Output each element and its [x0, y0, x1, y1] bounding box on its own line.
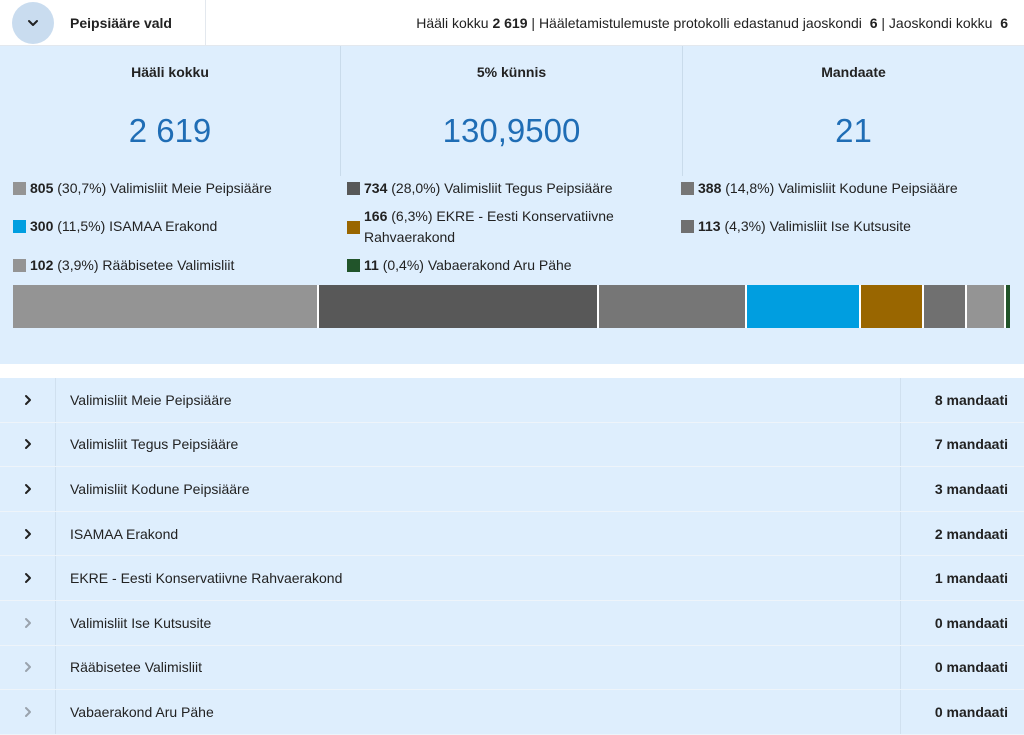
expand-toggle[interactable] [0, 422, 56, 467]
protocols-label: Hääletamistulemuste protokolli edastanud… [538, 15, 862, 31]
header-stats: Hääli kokku 2 619 | Hääletamistulemuste … [416, 0, 1008, 46]
votes-label: Hääli kokku [416, 15, 489, 31]
kpi-mandates: Mandaate 21 [682, 46, 1024, 176]
chevron-right-icon [24, 573, 31, 584]
protocols-value: 6 [869, 15, 878, 31]
legend-text: 102 (3,9%) Rääbisetee Valimisliit [30, 257, 235, 273]
chevron-down-icon [28, 20, 38, 26]
chevron-right-icon [24, 439, 31, 450]
seat-count: 1 mandaati [900, 556, 1024, 600]
seat-count: 8 mandaati [900, 378, 1024, 422]
kpi-value: 2 619 [128, 112, 212, 149]
legend-text: 734 (28,0%) Valimisliit Tegus Peipsiääre [364, 180, 613, 196]
party-name: Valimisliit Kodune Peipsiääre [70, 480, 250, 497]
legend-item: 102 (3,9%) Rääbisetee Valimisliit [13, 255, 234, 276]
expand-toggle[interactable] [0, 690, 56, 734]
party-name: Valimisliit Ise Kutsusite [70, 614, 212, 631]
seat-count: 0 mandaati [900, 690, 1024, 734]
party-name: Vabaerakond Aru Pähe [70, 703, 214, 720]
legend-swatch [347, 259, 360, 272]
kpi-total-votes: Hääli kokku 2 619 [0, 46, 340, 176]
legend-item: 388 (14,8%) Valimisliit Kodune Peipsiäär… [681, 178, 958, 199]
party-name: Valimisliit Meie Peipsiääre [70, 391, 232, 408]
legend-item: 805 (30,7%) Valimisliit Meie Peipsiääre [13, 178, 272, 199]
bar-segment [13, 285, 320, 328]
legend-swatch [13, 182, 26, 195]
expand-toggle[interactable] [0, 556, 56, 600]
expand-toggle[interactable] [0, 467, 56, 511]
legend-swatch [681, 182, 694, 195]
legend-swatch [681, 220, 694, 233]
party-name: ISAMAA Erakond [70, 525, 179, 542]
legend-item: 166 (6,3%) EKRE - Eesti Konservatiivne R… [347, 206, 647, 248]
party-row[interactable]: EKRE - Eesti Konservatiivne Rahvaerakond… [0, 556, 1024, 601]
districts-value: 6 [1000, 15, 1008, 31]
results-list: Valimisliit Meie Peipsiääre 8 mandaati Val… [0, 378, 1024, 735]
bar-segment [966, 285, 1006, 328]
chevron-right-icon [24, 394, 31, 405]
chevron-right-icon [24, 617, 31, 628]
party-row[interactable]: Vabaerakond Aru Pähe 0 mandaati [0, 690, 1024, 735]
kpi-label: Hääli kokku [131, 64, 209, 80]
bar-segment [860, 285, 924, 328]
bar-segment [598, 285, 747, 328]
legend-swatch [13, 220, 26, 233]
seat-count: 7 mandaati [900, 422, 1024, 467]
separator: | [881, 15, 886, 31]
kpi-label: Mandaate [821, 64, 886, 80]
separator: | [531, 15, 536, 31]
party-row[interactable]: Valimisliit Ise Kutsusite 0 mandaati [0, 600, 1024, 646]
kpi-value: 21 [835, 112, 872, 149]
collapse-button[interactable] [12, 2, 54, 44]
seat-count: 3 mandaati [900, 467, 1024, 511]
districts-label: Jaoskondi kokku [888, 15, 993, 31]
party-row[interactable]: Rääbisetee Valimisliit 0 mandaati [0, 645, 1024, 691]
legend-swatch [347, 221, 360, 234]
expand-toggle[interactable] [0, 645, 56, 690]
vote-share-bar [13, 285, 1010, 328]
legend-item: 734 (28,0%) Valimisliit Tegus Peipsiääre [347, 178, 613, 199]
legend-text: 300 (11,5%) ISAMAA Erakond [30, 218, 218, 234]
chevron-right-icon [24, 706, 31, 717]
party-name: EKRE - Eesti Konservatiivne Rahvaerakond [70, 570, 343, 587]
legend-item: 11 (0,4%) Vabaerakond Aru Pähe [347, 255, 572, 276]
kpi-value: 130,9500 [442, 112, 581, 149]
bar-segment [319, 285, 599, 328]
party-row[interactable]: Valimisliit Kodune Peipsiääre 3 mandaati [0, 467, 1024, 512]
legend-text: 113 (4,3%) Valimisliit Ise Kutsusite [698, 218, 911, 234]
legend-text: 805 (30,7%) Valimisliit Meie Peipsiääre [30, 180, 272, 196]
party-name: Rääbisetee Valimisliit [70, 659, 203, 676]
chevron-right-icon [24, 528, 31, 539]
kpi-threshold: 5% künnis 130,9500 [340, 46, 682, 176]
legend-item: 113 (4,3%) Valimisliit Ise Kutsusite [681, 216, 911, 237]
bar-segment [746, 285, 861, 328]
expand-toggle[interactable] [0, 378, 56, 422]
party-row[interactable]: Valimisliit Meie Peipsiääre 8 mandaati [0, 378, 1024, 423]
summary-panel: Hääli kokku 2 619 5% künnis 130,9500 Man… [0, 46, 1024, 364]
seat-count: 0 mandaati [900, 645, 1024, 690]
bar-segment [923, 285, 967, 328]
legend-swatch [347, 182, 360, 195]
party-row[interactable]: ISAMAA Erakond 2 mandaati [0, 511, 1024, 557]
expand-toggle[interactable] [0, 600, 56, 645]
region-header: Peipsiääre vald Hääli kokku 2 619 | Hääl… [0, 0, 1024, 46]
party-name: Valimisliit Tegus Peipsiääre [70, 436, 239, 453]
legend-text: 166 (6,3%) EKRE - Eesti Konservatiivne R… [364, 208, 614, 245]
region-title: Peipsiääre vald [56, 0, 206, 46]
legend-swatch [13, 259, 26, 272]
kpi-label: 5% künnis [476, 64, 547, 80]
bar-segment [1005, 285, 1010, 328]
chevron-right-icon [24, 662, 31, 673]
seat-count: 0 mandaati [900, 600, 1024, 645]
votes-value: 2 619 [492, 15, 528, 31]
legend-text: 11 (0,4%) Vabaerakond Aru Pähe [364, 257, 572, 273]
chevron-right-icon [24, 483, 31, 494]
party-row[interactable]: Valimisliit Tegus Peipsiääre 7 mandaati [0, 422, 1024, 468]
legend-text: 388 (14,8%) Valimisliit Kodune Peipsiäär… [698, 180, 958, 196]
seat-count: 2 mandaati [900, 511, 1024, 556]
legend-item: 300 (11,5%) ISAMAA Erakond [13, 216, 217, 237]
expand-toggle[interactable] [0, 511, 56, 556]
